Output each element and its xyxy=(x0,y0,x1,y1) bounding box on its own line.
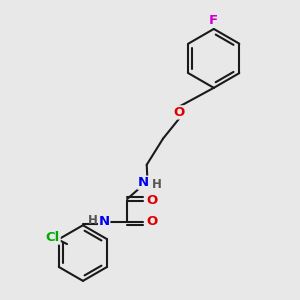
Text: Cl: Cl xyxy=(46,231,60,244)
Text: N: N xyxy=(99,215,110,229)
Text: O: O xyxy=(146,215,157,229)
Text: N: N xyxy=(138,176,149,189)
Text: H: H xyxy=(88,214,98,227)
Text: F: F xyxy=(209,14,218,27)
Text: H: H xyxy=(152,178,161,191)
Text: O: O xyxy=(174,106,185,119)
Text: O: O xyxy=(146,194,157,207)
